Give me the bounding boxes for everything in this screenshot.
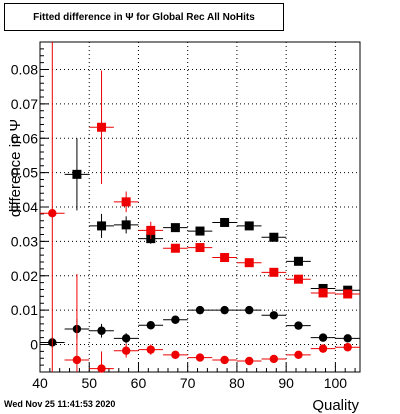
data-point-circle (97, 326, 106, 335)
data-point-circle (195, 305, 205, 315)
data-point-circle (72, 355, 82, 365)
data-point-square (293, 256, 303, 266)
y-tick-label: 0.04 (11, 199, 38, 215)
y-tick-label: 0.03 (11, 233, 38, 249)
timestamp: Wed Nov 25 11:41:53 2020 (4, 399, 116, 409)
data-point-circle (171, 315, 180, 324)
x-tick-label: 80 (229, 375, 245, 391)
data-point-square (146, 225, 156, 235)
data-point-circle (343, 334, 352, 343)
data-point-circle (245, 356, 254, 366)
data-point-circle (318, 344, 328, 353)
data-marks (40, 42, 360, 373)
data-point-square (121, 220, 131, 230)
data-point-square (170, 243, 180, 253)
data-point-circle (343, 343, 352, 352)
data-point-square (269, 232, 279, 242)
data-point-circle (294, 321, 303, 330)
data-point-square (72, 169, 82, 179)
data-point-square (244, 221, 254, 231)
data-point-square (343, 289, 353, 299)
chart-title: Fitted difference in Ψ for Global Rec Al… (4, 3, 284, 31)
x-tick-label: 70 (180, 375, 196, 391)
data-point-square (269, 267, 279, 277)
data-point-square (244, 258, 254, 268)
data-point-square (220, 253, 230, 263)
data-point-circle (318, 333, 328, 342)
data-point-circle (146, 321, 155, 330)
data-point-square (318, 288, 328, 298)
data-point-circle (220, 355, 229, 365)
data-point-circle (245, 305, 254, 315)
x-tick-label: 50 (81, 375, 97, 391)
data-point-square (97, 122, 107, 132)
y-tick-label: 0.02 (11, 268, 38, 284)
data-point-circle (294, 350, 303, 360)
x-tick-label: 60 (131, 375, 147, 391)
data-point-square (121, 197, 131, 207)
x-axis-label: Quality (312, 397, 359, 414)
y-tick-label: 0.08 (11, 62, 38, 78)
y-tick-label: 0.06 (11, 130, 38, 146)
data-point-circle (269, 354, 279, 364)
x-tick-label: 90 (278, 375, 294, 391)
data-point-circle (97, 364, 106, 373)
data-point-square (195, 226, 205, 236)
y-axis-label: difference in Ψ (7, 119, 24, 217)
axis-ticks: 40 50 60 70 80 90 100 0 0.01 0.02 0.03 0.04 0.05 0.06… (11, 41, 356, 391)
data-point-square (195, 243, 205, 253)
y-tick-label: 0.07 (11, 96, 38, 112)
data-point-circle (48, 208, 57, 218)
x-tick-label: 40 (32, 375, 48, 391)
y-tick-label: 0.01 (11, 302, 38, 318)
y-tick-label: 0.05 (11, 165, 38, 181)
data-point-circle (171, 350, 180, 360)
data-point-circle (121, 346, 131, 355)
data-point-square (170, 223, 180, 233)
data-point-circle (121, 334, 131, 343)
data-point-circle (220, 305, 229, 315)
data-point-square (97, 221, 107, 231)
data-point-circle (146, 345, 155, 354)
grid (39, 42, 360, 372)
x-tick-label: 100 (324, 375, 348, 391)
data-point-square (293, 274, 303, 284)
data-point-circle (195, 353, 205, 362)
data-point-square (220, 217, 230, 227)
data-point-circle (269, 311, 279, 320)
y-tick-label: 0 (30, 337, 38, 353)
